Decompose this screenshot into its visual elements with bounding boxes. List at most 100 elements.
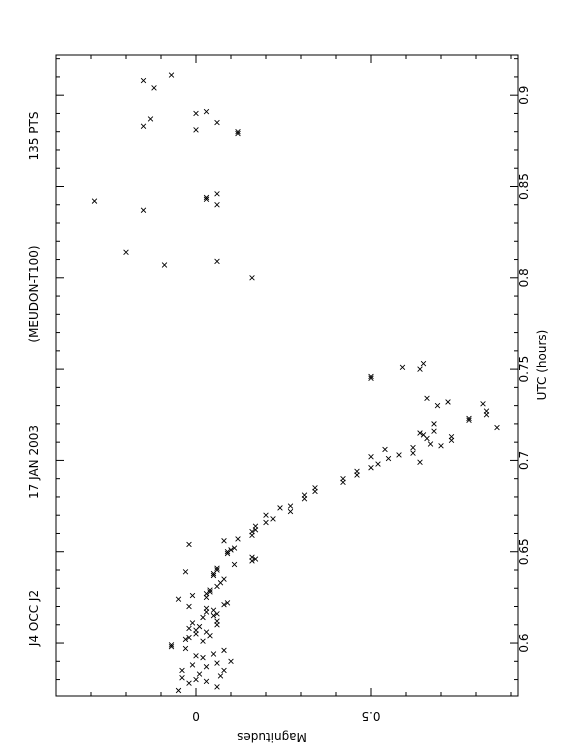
data-point [221, 667, 227, 674]
data-point [214, 567, 220, 573]
data-point [354, 468, 360, 475]
data-point [221, 538, 227, 544]
axis-ticks [55, 55, 518, 696]
data-point [123, 249, 129, 255]
data-point [200, 654, 206, 661]
data-point [193, 676, 199, 683]
utc-tick-label: 0.8 [517, 268, 531, 287]
y-axis-label: Magnitudes [237, 730, 307, 744]
data-point [182, 645, 189, 652]
data-point [252, 556, 259, 562]
data-point [179, 667, 185, 674]
data-point [417, 430, 423, 436]
data-point [203, 664, 210, 670]
data-point [200, 614, 206, 621]
data-point [420, 432, 427, 438]
data-point [312, 485, 318, 491]
data-point [203, 194, 210, 201]
data-point [249, 554, 255, 560]
title-part-3: (MEUDON-T100) [27, 245, 41, 342]
data-point [224, 600, 231, 606]
title-part-1: J4 OCC J2 [27, 590, 41, 647]
data-point [448, 433, 455, 440]
data-point [217, 673, 224, 679]
data-point [203, 108, 210, 115]
data-point [438, 443, 444, 449]
data-point [189, 662, 196, 668]
utc-tick-label: 0.75 [517, 356, 531, 383]
data-point [186, 625, 192, 632]
data-point [301, 492, 308, 498]
data-points [91, 72, 500, 694]
data-point [270, 516, 276, 522]
utc-tick-label: 0.7 [517, 451, 531, 470]
data-point [91, 198, 98, 204]
data-point [277, 505, 283, 511]
data-point [368, 375, 374, 381]
data-point [186, 541, 192, 548]
data-point [221, 647, 227, 654]
data-point [231, 561, 238, 568]
data-point [168, 642, 175, 648]
data-point [249, 528, 255, 535]
data-point [396, 452, 402, 458]
data-point [368, 454, 374, 460]
data-point [431, 421, 437, 427]
data-point [207, 587, 213, 593]
data-point [263, 512, 269, 518]
data-point [385, 455, 392, 462]
data-point [424, 395, 430, 402]
data-point [189, 620, 196, 626]
data-point [235, 536, 241, 542]
data-point [168, 72, 175, 78]
magnitude-tick-label: 0.5 [361, 709, 380, 723]
data-point [175, 596, 182, 602]
data-point [417, 366, 423, 372]
data-point [186, 603, 192, 610]
data-point [214, 191, 220, 197]
data-point [427, 441, 434, 447]
data-point [186, 680, 192, 686]
data-point [203, 605, 210, 612]
magnitude-tick-label: 0 [192, 709, 200, 723]
data-point [147, 116, 154, 122]
data-point [210, 612, 217, 619]
data-point [214, 684, 220, 690]
data-point [168, 643, 175, 650]
utc-tick-label: 0.65 [517, 538, 531, 565]
data-point [189, 592, 196, 599]
data-point [214, 618, 220, 624]
data-point [179, 675, 185, 681]
data-point [140, 207, 147, 213]
data-point [263, 519, 269, 526]
data-point [221, 601, 227, 608]
data-point [483, 408, 490, 414]
x-axis-label: UTC (hours) [535, 330, 549, 401]
utc-tick-label: 0.9 [517, 86, 531, 105]
data-point [182, 636, 189, 643]
data-point [214, 119, 220, 126]
data-point [140, 77, 147, 84]
data-point [221, 576, 227, 582]
data-point [249, 275, 255, 281]
data-point [182, 569, 189, 575]
data-point [417, 459, 423, 465]
data-point [193, 110, 199, 117]
data-point [203, 196, 210, 202]
tick-labels: 0.6 0.65 0.7 0.75 0.8 0.85 0.9 0 0.5 [192, 86, 531, 723]
data-point [466, 417, 472, 423]
data-point [200, 638, 206, 644]
data-point [410, 450, 416, 456]
title-part-2: 17 JAN 2003 [27, 425, 41, 499]
data-point [193, 653, 199, 659]
data-point [186, 634, 192, 641]
data-point [399, 364, 406, 371]
data-point [210, 572, 217, 579]
data-point [480, 401, 486, 407]
data-point [466, 415, 472, 422]
data-point [228, 547, 234, 553]
data-point [196, 623, 203, 630]
data-point [175, 687, 182, 694]
plot-frame [55, 54, 519, 697]
